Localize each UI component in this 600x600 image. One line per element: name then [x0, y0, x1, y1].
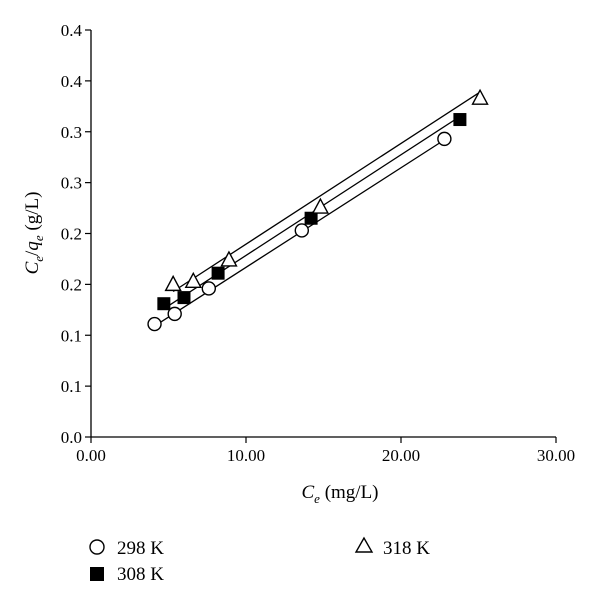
data-point-308k — [157, 297, 171, 311]
y-tick-label: 0.2 — [61, 225, 82, 244]
data-markers — [147, 88, 489, 332]
x-tick-label: 10.00 — [227, 446, 265, 465]
y-tick-label: 0.3 — [61, 123, 82, 142]
data-point-298k — [167, 306, 182, 322]
data-point-298k — [294, 223, 309, 238]
y-tick-label: 0.2 — [61, 275, 82, 294]
ticks: 0.00 10.00 20.00 30.00 0.0 0.1 0.1 0.2 0.2 0.3 0.3… — [61, 21, 575, 465]
x-tick-label: 0.00 — [76, 446, 106, 465]
data-point-308k — [453, 113, 467, 127]
y-tick-label: 0.4 — [61, 21, 83, 40]
legend-label-298k: 298 K — [117, 538, 164, 559]
y-tick-label: 0.1 — [61, 326, 82, 345]
data-point-318k — [220, 250, 238, 267]
data-point-318k — [311, 197, 330, 214]
legend-square-marker — [90, 567, 104, 581]
legend-item-318k: 318 K — [354, 536, 430, 559]
data-point-318k — [184, 271, 202, 289]
data-point-298k — [147, 316, 162, 332]
legend-circle-marker — [89, 539, 105, 555]
data-point-298k — [201, 281, 217, 296]
data-point-318k — [471, 88, 489, 105]
legend-label-308k: 308 K — [117, 564, 164, 585]
axes — [90, 30, 556, 438]
y-tick-label: 0.1 — [61, 377, 82, 396]
x-tick-label: 30.00 — [537, 446, 575, 465]
legend-triangle-marker — [354, 536, 374, 553]
legend-item-298k: 298 K — [89, 538, 164, 559]
data-point-308k — [177, 291, 191, 305]
data-point-308k — [304, 211, 318, 225]
y-tick-label: 0.4 — [61, 72, 83, 91]
data-point-318k — [164, 274, 182, 292]
data-point-308k — [211, 266, 225, 280]
y-tick-label: 0.3 — [61, 174, 82, 193]
x-axis-label: Ce (mg/L) — [301, 482, 378, 506]
legend: 298 K 308 K 318 K — [89, 536, 430, 585]
legend-item-308k: 308 K — [90, 564, 164, 585]
data-point-298k — [437, 131, 452, 147]
x-tick-label: 20.00 — [382, 446, 420, 465]
fit-line-318k — [172, 91, 481, 293]
y-axis-label: Ce/qe (g/L) — [22, 192, 46, 275]
legend-label-318k: 318 K — [383, 538, 430, 559]
y-tick-label: 0.0 — [61, 428, 82, 447]
